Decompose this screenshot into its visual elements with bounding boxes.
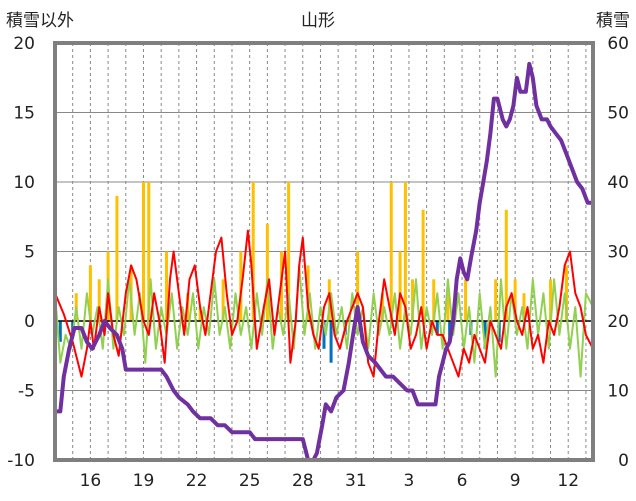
x-tick-label: 28: [292, 471, 314, 491]
left-tick-label: 20: [13, 34, 35, 54]
right-tick-label: 30: [607, 243, 629, 263]
left-tick-labels: 20 15 10 5 0 -5 -10: [7, 34, 35, 471]
max-temp-line: [54, 229, 594, 378]
snowfall-bar: [494, 279, 498, 321]
x-tick-label: 22: [186, 471, 208, 491]
snowfall-bar: [164, 251, 168, 321]
snowfall-bar: [403, 182, 407, 321]
snowfall-bar: [306, 265, 310, 321]
snowfall-bar: [432, 279, 436, 321]
snowfall-bar: [513, 279, 517, 321]
snowfall-bar: [549, 279, 553, 321]
snowfall-bar: [88, 265, 92, 321]
left-axis-label: 積雪以外: [6, 11, 74, 31]
snowfall-bar: [380, 293, 384, 321]
left-tick-label: 10: [13, 173, 35, 193]
chart-title: 山形: [301, 11, 335, 31]
left-tick-label: -10: [7, 451, 35, 471]
right-tick-label: 10: [607, 382, 629, 402]
right-tick-label: 20: [607, 312, 629, 332]
snowfall-bar: [141, 182, 145, 321]
x-tick-label: 25: [239, 471, 261, 491]
left-tick-label: 15: [13, 104, 35, 124]
snowfall-bar: [389, 182, 393, 321]
plot-frame: [53, 41, 595, 462]
precip-bar: [435, 321, 439, 335]
snowfall-bar: [464, 279, 468, 321]
precip-bar: [58, 321, 62, 342]
snowfall-bar: [504, 209, 508, 321]
snowfall-bar: [410, 279, 414, 321]
snowfall-bar: [421, 209, 425, 321]
snowfall-bar: [97, 279, 101, 321]
precip-bar: [497, 321, 501, 342]
snowfall-bar: [446, 293, 450, 321]
right-tick-labels: 60 50 40 30 20 10 0: [607, 34, 629, 471]
right-tick-label: 50: [607, 104, 629, 124]
snowfall-bar: [356, 251, 360, 321]
snowfall-bar: [115, 195, 119, 321]
snowfall-bar: [522, 293, 526, 321]
right-tick-label: 40: [607, 173, 629, 193]
x-tick-label: 19: [133, 471, 155, 491]
left-tick-label: -5: [18, 382, 35, 402]
precip-bar: [483, 321, 487, 349]
x-tick-label: 12: [557, 471, 579, 491]
precip-bar: [322, 321, 326, 349]
x-tick-label: 16: [80, 471, 102, 491]
snowfall-bar: [198, 307, 202, 321]
snowfall-bar: [147, 182, 151, 321]
snowfall-bar: [398, 251, 402, 321]
snow-depth-line: [55, 61, 593, 462]
snowfall-bar: [265, 223, 269, 321]
left-tick-label: 0: [24, 312, 35, 332]
snowfall-bar: [287, 182, 291, 321]
x-tick-label: 6: [457, 471, 468, 491]
snowfall-bar: [251, 182, 255, 321]
left-tick-label: 5: [24, 243, 35, 263]
snowfall-bar: [564, 265, 568, 321]
right-axis-label: 積雪: [596, 11, 630, 31]
precip-bar: [329, 321, 333, 363]
x-tick-labels: 16 19 22 25 28 31 3 6 9 12: [80, 471, 579, 491]
x-tick-label: 3: [404, 471, 415, 491]
right-tick-label: 60: [607, 34, 629, 54]
x-tick-label: 9: [510, 471, 521, 491]
lines-layer: [54, 61, 594, 462]
snowfall-bar: [221, 279, 225, 321]
right-tick-label: 0: [618, 451, 629, 471]
x-tick-label: 31: [345, 471, 367, 491]
